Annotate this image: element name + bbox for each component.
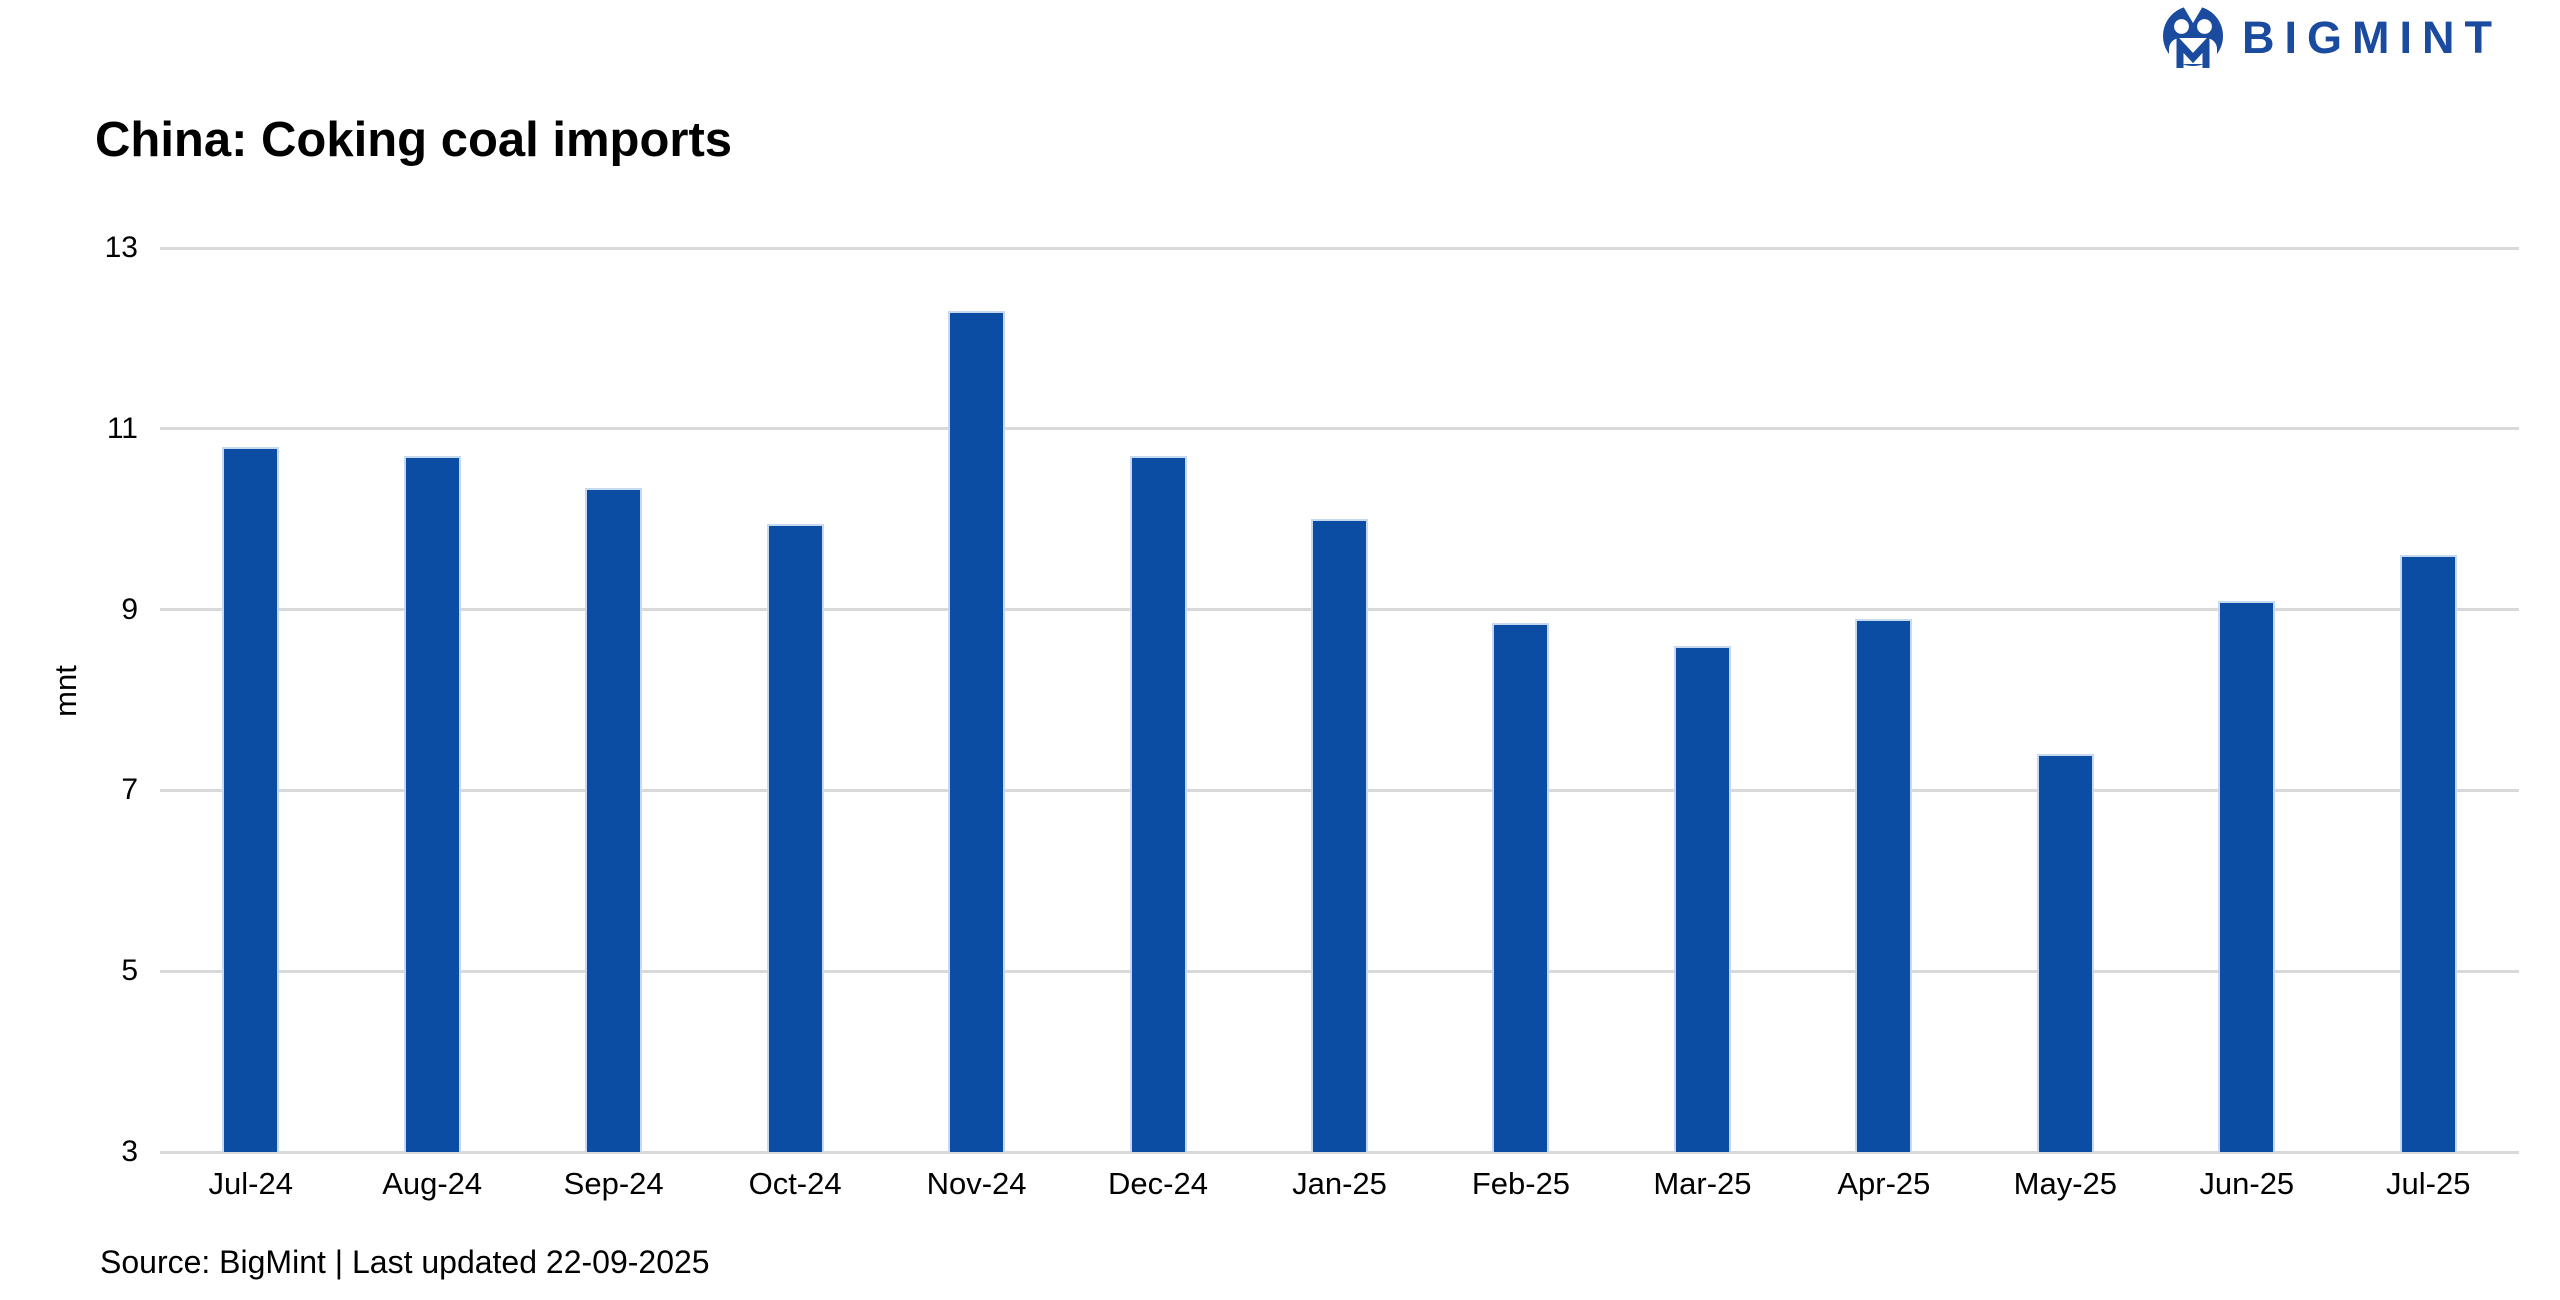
x-tick-label: Jul-24 bbox=[208, 1166, 293, 1201]
y-tick-label: 3 bbox=[121, 1135, 138, 1168]
x-tick-label: May-25 bbox=[2013, 1166, 2118, 1201]
bar bbox=[1855, 618, 1913, 1152]
chart-title: China: Coking coal imports bbox=[95, 113, 733, 167]
bar bbox=[403, 455, 461, 1152]
y-tick-label: 5 bbox=[121, 954, 138, 988]
bigmint-logo-text: BIGMINT bbox=[2242, 12, 2502, 63]
x-tick-label: Sep-24 bbox=[563, 1166, 664, 1201]
x-tick-label: Nov-24 bbox=[926, 1166, 1027, 1201]
bigmint-logo: BIGMINT bbox=[2158, 6, 2502, 70]
y-tick-label: 11 bbox=[106, 411, 138, 445]
bar bbox=[585, 487, 643, 1152]
x-tick-label: Aug-24 bbox=[382, 1166, 483, 1201]
bar bbox=[948, 311, 1006, 1152]
x-tick-label: Apr-25 bbox=[1837, 1166, 1931, 1201]
y-tick-label: 7 bbox=[121, 773, 138, 807]
bar bbox=[1492, 623, 1550, 1152]
x-tick-label: Jun-25 bbox=[2199, 1166, 2295, 1201]
bar bbox=[2036, 754, 2094, 1152]
x-tick-label: Oct-24 bbox=[748, 1166, 842, 1201]
bar bbox=[766, 523, 824, 1152]
bar bbox=[222, 446, 280, 1152]
bar bbox=[2399, 555, 2457, 1152]
source-note: Source: BigMint | Last updated 22-09-202… bbox=[100, 1244, 710, 1280]
bigmint-logo-icon bbox=[2163, 6, 2223, 68]
bar bbox=[2218, 600, 2276, 1152]
y-gridline bbox=[160, 1150, 2519, 1154]
bar bbox=[1673, 645, 1731, 1152]
y-gridline bbox=[160, 427, 2519, 431]
y-axis-label: mnt bbox=[48, 665, 83, 717]
x-tick-label: Jan-25 bbox=[1292, 1166, 1387, 1201]
y-tick-label: 9 bbox=[121, 592, 138, 626]
bar bbox=[1311, 519, 1368, 1152]
x-tick-label: Mar-25 bbox=[1653, 1166, 1752, 1201]
y-gridline bbox=[160, 246, 2519, 250]
x-tick-label: Feb-25 bbox=[1471, 1166, 1571, 1201]
bar bbox=[1129, 455, 1187, 1152]
x-tick-label: Jul-25 bbox=[2386, 1166, 2471, 1201]
y-tick-label: 13 bbox=[104, 231, 138, 264]
x-tick-label: Dec-24 bbox=[1108, 1166, 1208, 1201]
